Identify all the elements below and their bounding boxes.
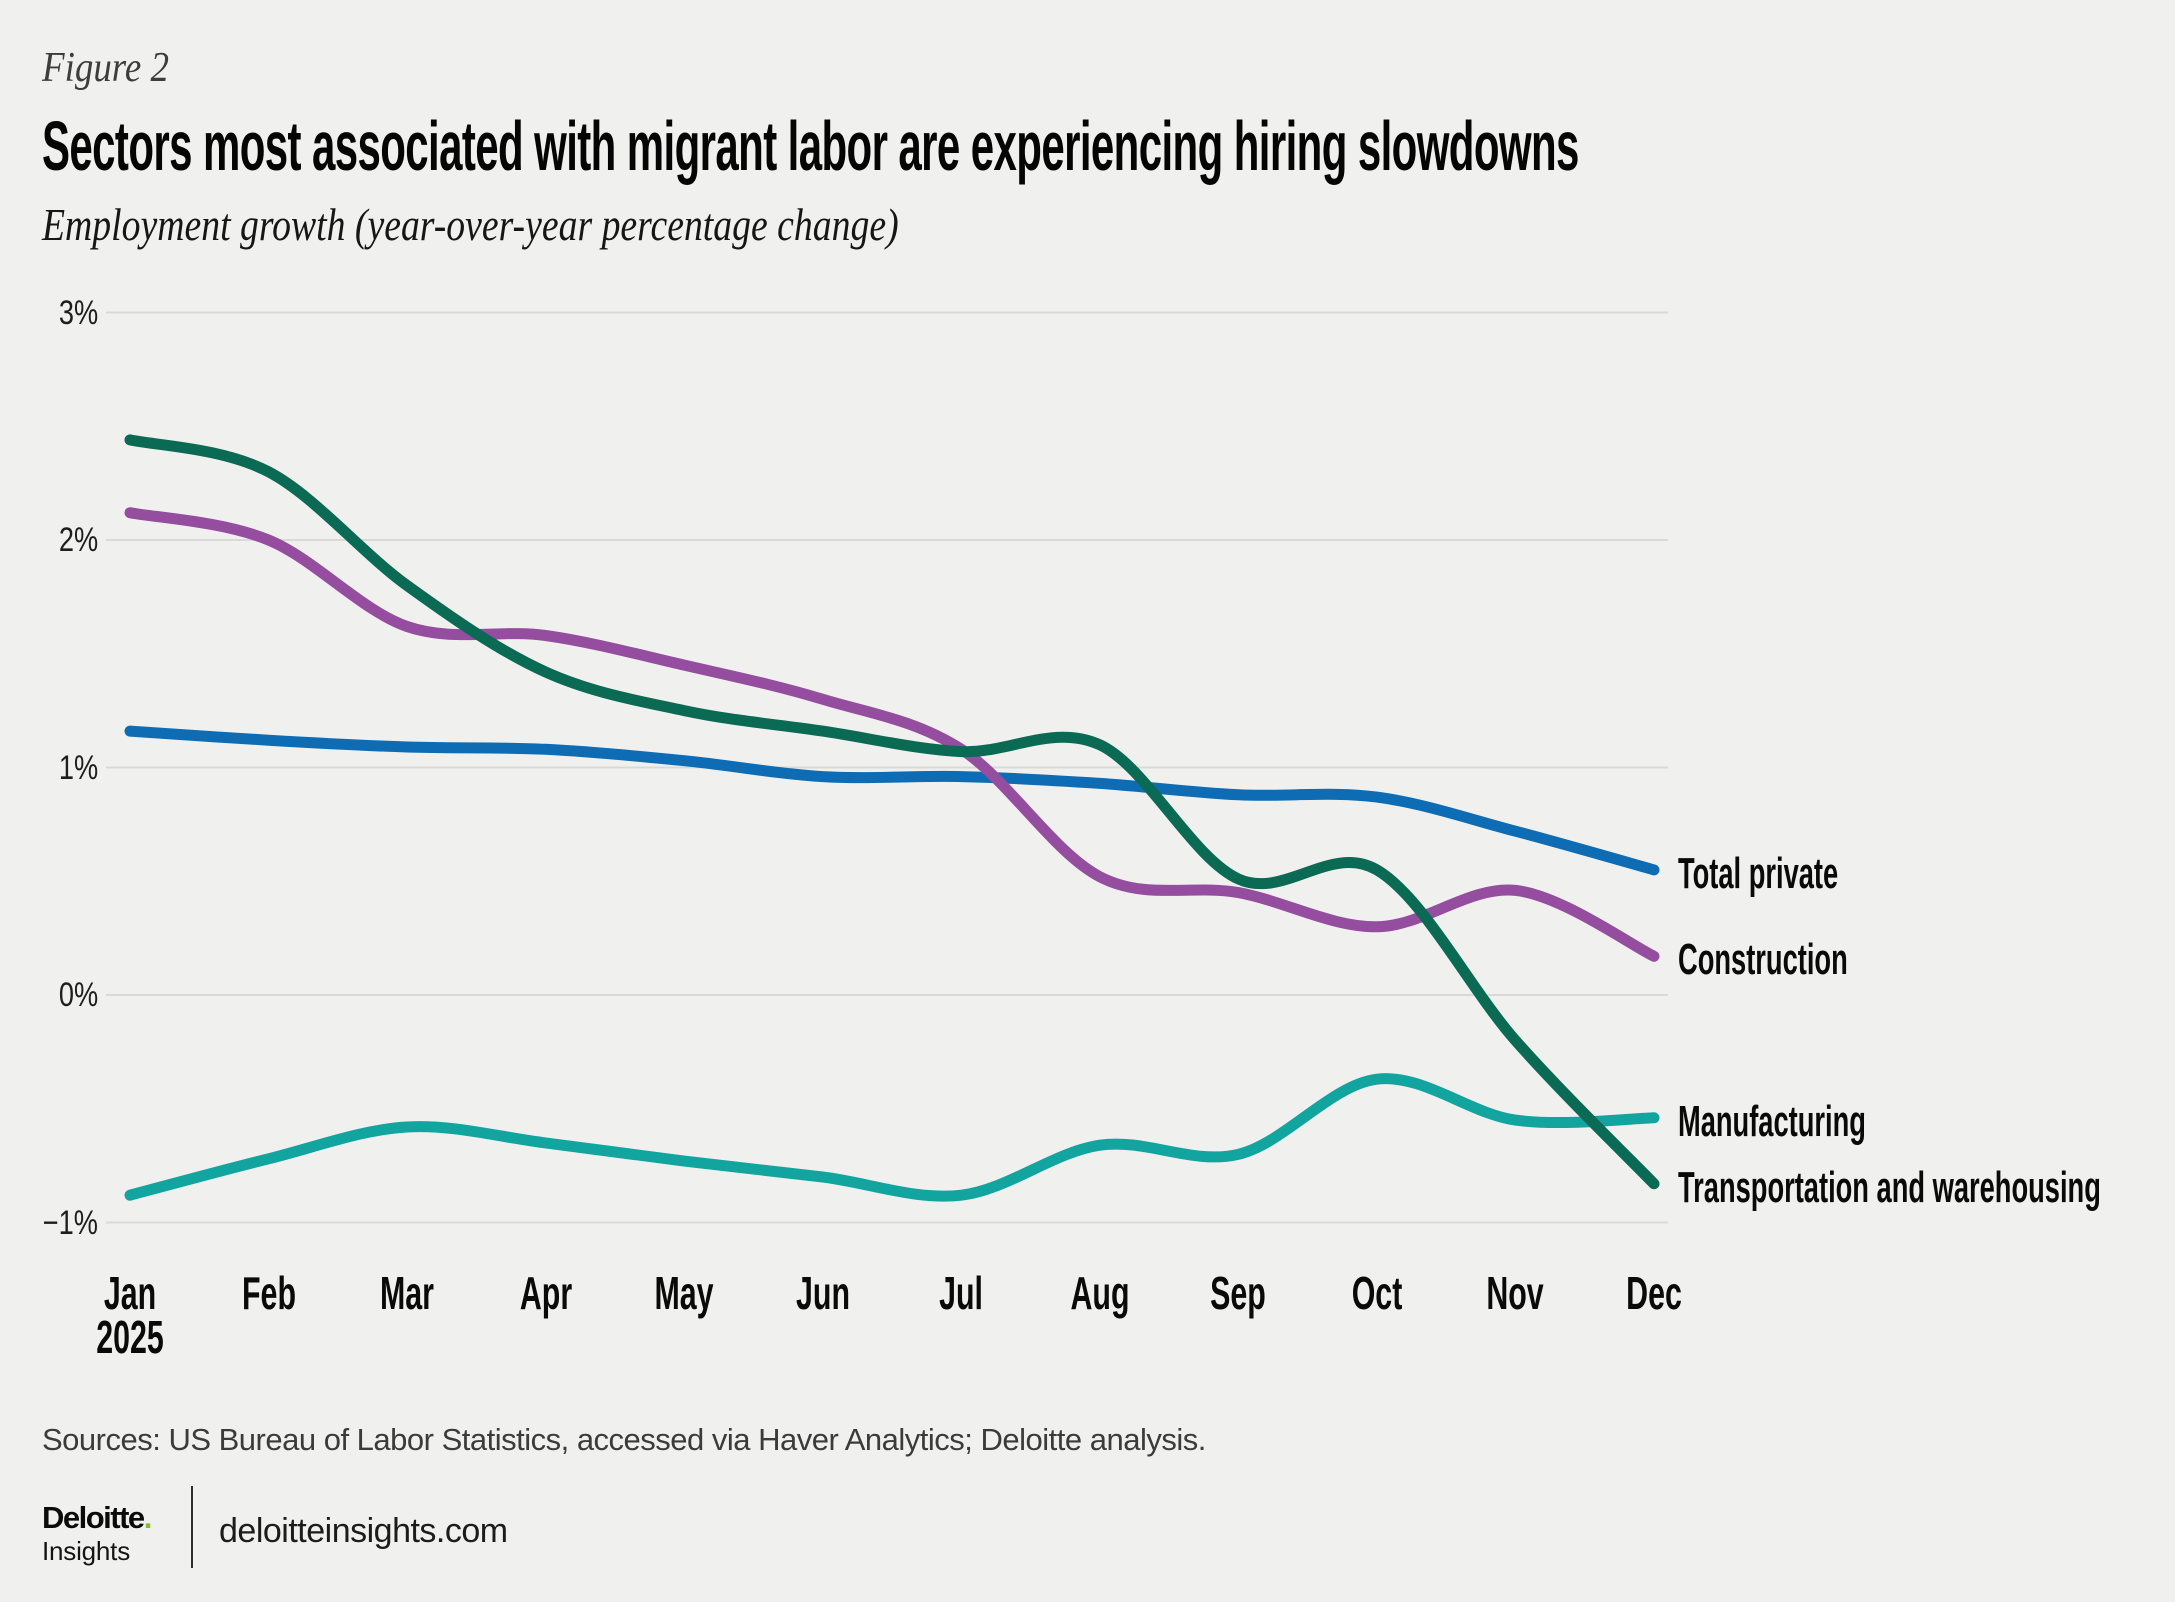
x-axis-tick-label: Mar [380,1267,435,1319]
y-axis-tick-label: −1% [42,1203,98,1242]
x-axis-tick-label: Aug [1070,1267,1130,1319]
figure-label: Figure 2 [42,44,186,92]
y-axis-tick-label: 3% [58,293,98,332]
x-axis-tick-label: May [654,1267,714,1319]
series-label-construction: Construction [1678,935,1848,985]
x-axis-tick-label: Feb [241,1267,296,1319]
insights-wordmark: Insights [42,1536,131,1566]
series-line-total-private [124,725,1660,876]
x-axis-tick-label: Nov [1486,1267,1545,1319]
series-label-manufacturing: Manufacturing [1678,1096,1866,1146]
series-label-total-private: Total private [1678,848,1839,898]
y-axis-tick-label: 0% [58,976,98,1014]
x-axis-tick-label: Dec [1626,1267,1682,1319]
series-line-construction [124,507,1660,962]
page-title-text: Sectors most associated with migrant lab… [42,107,1579,185]
x-axis-tick-label: Jun [795,1267,850,1319]
deloitte-logo-wordmark: Deloitte. [42,1500,153,1536]
series-line-transportation-and-warehousing [124,434,1660,1190]
chart-subtitle-text: Employment growth (year-over-year percen… [42,199,899,250]
x-axis-tick-label: Oct [1351,1267,1403,1319]
x-axis-tick-label: Jan [103,1267,157,1319]
y-axis-tick-label: 2% [58,521,98,559]
deloitte-logo-text: Deloitte [42,1500,145,1535]
source-note: Sources: US Bureau of Labor Statistics, … [42,1422,1206,1457]
logo-divider [191,1486,193,1568]
x-axis-tick-label: Apr [519,1267,572,1319]
x-axis-year-label: 2025 [96,1311,164,1363]
series-line-manufacturing [124,1073,1660,1202]
x-axis-tick-label: Sep [1210,1267,1267,1319]
series-label-transportation-and-warehousing: Transportation and warehousing [1678,1162,2101,1212]
page-title: Sectors most associated with migrant lab… [42,106,2175,186]
x-axis-tick-label: Jul [939,1267,984,1319]
figure-label-text: Figure 2 [42,45,169,91]
chart-subtitle: Employment growth (year-over-year percen… [42,198,1087,251]
site-url-text: deloitteinsights.com [219,1512,508,1550]
deloitte-logo-green-dot: . [143,1500,153,1535]
y-axis-tick-label: 1% [58,748,98,787]
